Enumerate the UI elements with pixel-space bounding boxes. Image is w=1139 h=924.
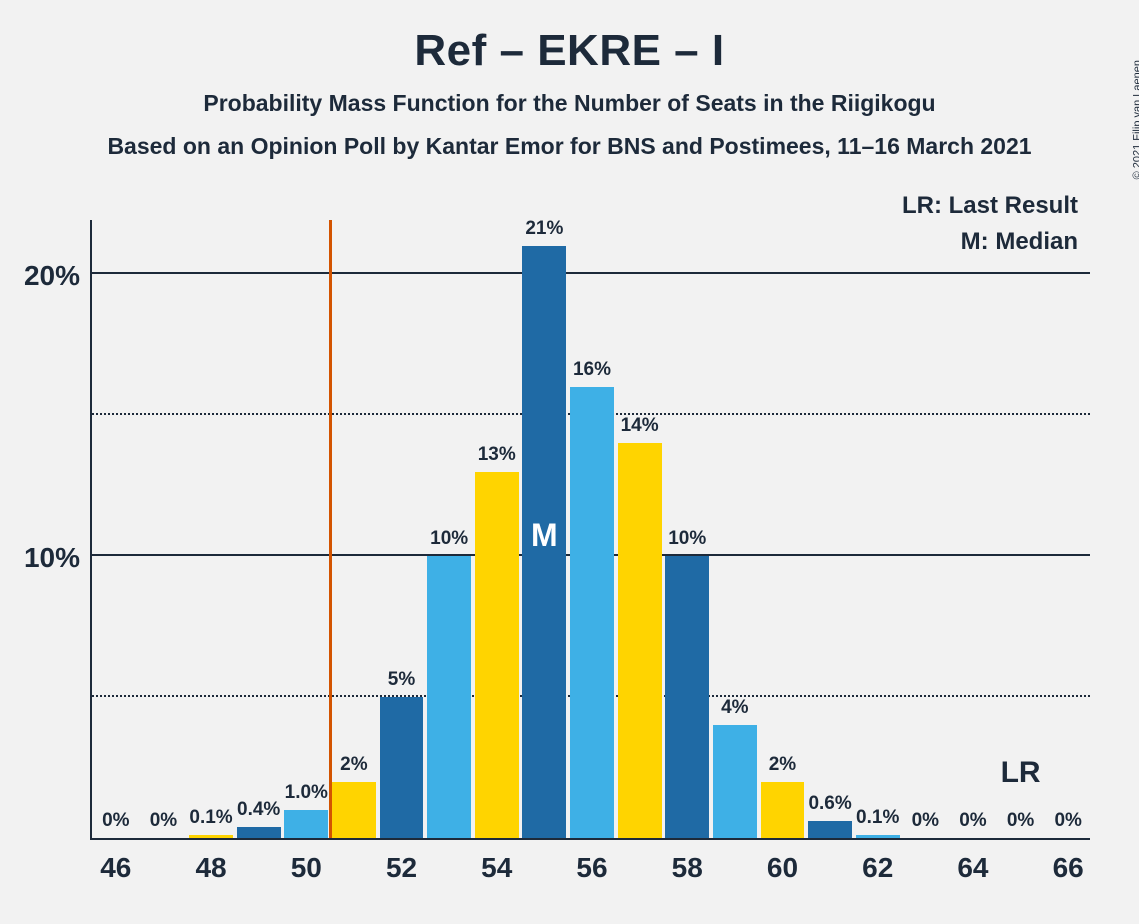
x-tick-label: 64 bbox=[943, 852, 1003, 884]
bar-label: 0% bbox=[1038, 810, 1098, 832]
bar bbox=[665, 556, 709, 838]
x-tick-label: 62 bbox=[848, 852, 908, 884]
bar-label: 21% bbox=[514, 218, 574, 240]
bar-label: 5% bbox=[372, 669, 432, 691]
x-tick-label: 54 bbox=[467, 852, 527, 884]
bar-label: 1.0% bbox=[276, 782, 336, 804]
x-tick-label: 50 bbox=[276, 852, 336, 884]
x-tick-label: 58 bbox=[657, 852, 717, 884]
bar-label: 2% bbox=[324, 754, 384, 776]
bar bbox=[713, 725, 757, 838]
legend-lr: LR: Last Result bbox=[902, 192, 1078, 220]
last-result-mark: LR bbox=[1001, 756, 1041, 790]
bar-label: 2% bbox=[752, 754, 812, 776]
bar bbox=[189, 835, 233, 838]
chart-title: Ref – EKRE – I bbox=[0, 0, 1139, 76]
x-tick-label: 66 bbox=[1038, 852, 1098, 884]
bar-label: 13% bbox=[467, 444, 527, 466]
median-mark: M bbox=[531, 517, 558, 554]
x-tick-label: 48 bbox=[181, 852, 241, 884]
chart-subtitle2: Based on an Opinion Poll by Kantar Emor … bbox=[0, 133, 1139, 160]
copyright-label: © 2021 Filip van Laenen bbox=[1131, 60, 1139, 179]
bar-label: 10% bbox=[419, 528, 479, 550]
bar bbox=[618, 443, 662, 838]
bar bbox=[332, 782, 376, 838]
bar bbox=[427, 556, 471, 838]
plot-area: LR: Last Result M: Median 0%0%0.1%0.4%1.… bbox=[90, 220, 1090, 840]
bar-label: 16% bbox=[562, 359, 622, 381]
bar bbox=[856, 835, 900, 838]
y-tick-label: 20% bbox=[0, 260, 80, 292]
bars-container: 0%0%0.1%0.4%1.0%2%5%10%13%21%M16%14%10%4… bbox=[92, 220, 1090, 838]
bar bbox=[237, 827, 281, 838]
bar bbox=[808, 821, 852, 838]
bar bbox=[380, 697, 424, 838]
x-tick-label: 56 bbox=[562, 852, 622, 884]
bar bbox=[475, 472, 519, 838]
bar-label: 14% bbox=[610, 415, 670, 437]
x-tick-label: 60 bbox=[752, 852, 812, 884]
bar-label: 4% bbox=[705, 697, 765, 719]
bar bbox=[570, 387, 614, 838]
y-tick-label: 10% bbox=[0, 542, 80, 574]
bar bbox=[284, 810, 328, 838]
bar-label: 10% bbox=[657, 528, 717, 550]
x-tick-label: 46 bbox=[86, 852, 146, 884]
chart-subtitle: Probability Mass Function for the Number… bbox=[0, 90, 1139, 117]
bar bbox=[761, 782, 805, 838]
x-tick-label: 52 bbox=[372, 852, 432, 884]
